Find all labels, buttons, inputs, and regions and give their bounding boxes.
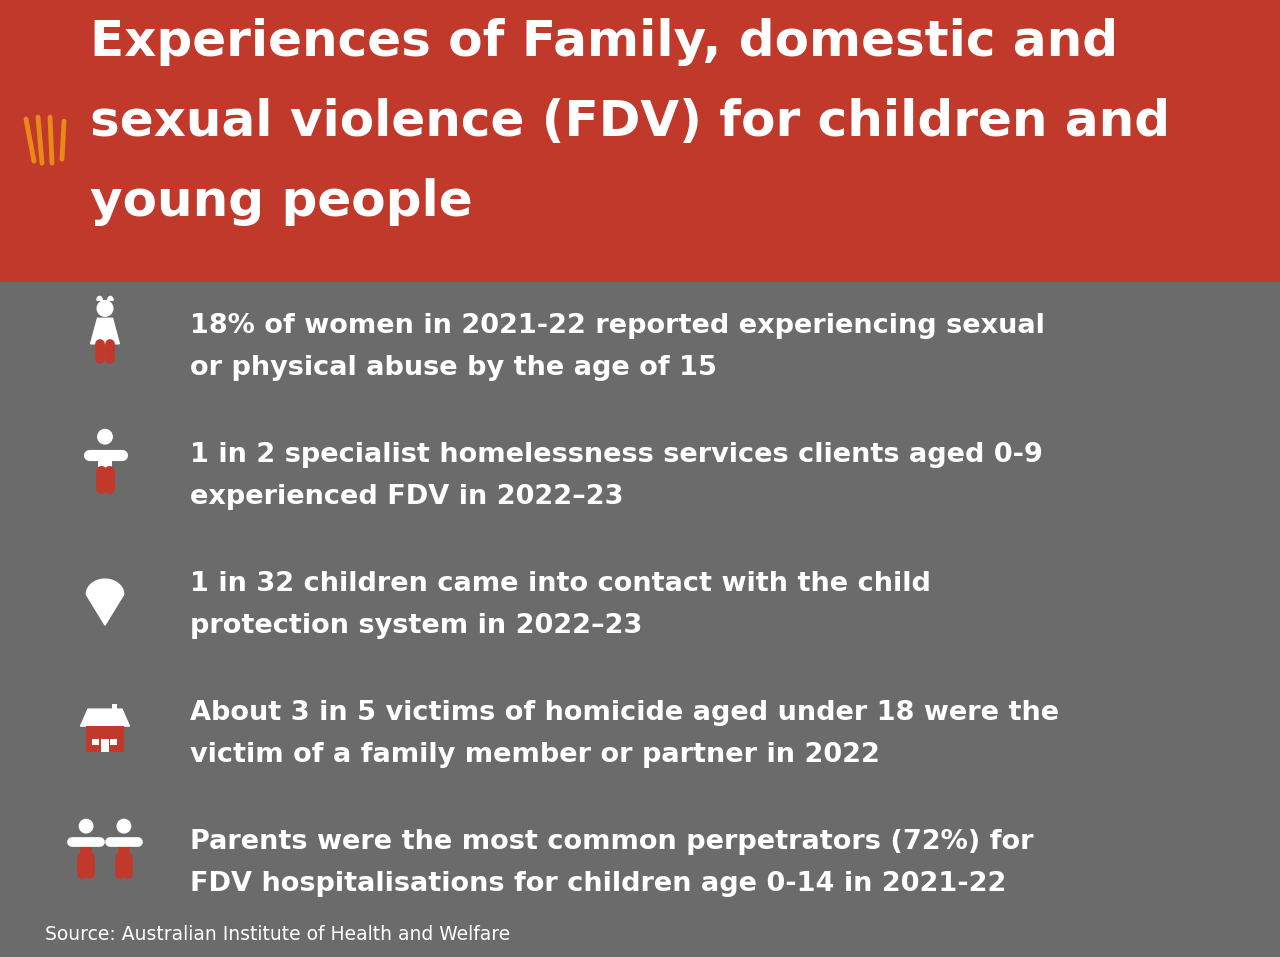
Polygon shape — [81, 709, 129, 726]
FancyBboxPatch shape — [0, 0, 1280, 282]
Polygon shape — [97, 297, 102, 300]
Text: experienced FDV in 2022–23: experienced FDV in 2022–23 — [189, 483, 623, 510]
FancyBboxPatch shape — [86, 725, 124, 752]
Polygon shape — [108, 297, 113, 300]
Circle shape — [97, 300, 113, 316]
Text: 1 in 32 children came into contact with the child: 1 in 32 children came into contact with … — [189, 570, 931, 596]
FancyBboxPatch shape — [79, 839, 92, 858]
Text: or physical abuse by the age of 15: or physical abuse by the age of 15 — [189, 355, 717, 381]
Polygon shape — [86, 579, 124, 625]
Text: About 3 in 5 victims of homicide aged under 18 were the: About 3 in 5 victims of homicide aged un… — [189, 700, 1059, 725]
Text: Parents were the most common perpetrators (72%) for: Parents were the most common perpetrator… — [189, 829, 1033, 855]
Text: sexual violence (FDV) for children and: sexual violence (FDV) for children and — [90, 98, 1170, 146]
Text: victim of a family member or partner in 2022: victim of a family member or partner in … — [189, 742, 879, 768]
Text: 1 in 2 specialist homelessness services clients aged 0-9: 1 in 2 specialist homelessness services … — [189, 442, 1043, 468]
Polygon shape — [91, 319, 119, 344]
Text: young people: young people — [90, 178, 472, 226]
Text: FDV hospitalisations for children age 0-14 in 2021-22: FDV hospitalisations for children age 0-… — [189, 871, 1006, 897]
FancyBboxPatch shape — [118, 839, 131, 858]
Circle shape — [79, 819, 93, 833]
FancyBboxPatch shape — [111, 703, 118, 713]
Text: Source: Australian Institute of Health and Welfare: Source: Australian Institute of Health a… — [45, 925, 511, 944]
Text: protection system in 2022–23: protection system in 2022–23 — [189, 612, 643, 638]
FancyBboxPatch shape — [99, 450, 111, 471]
Circle shape — [97, 430, 113, 444]
FancyBboxPatch shape — [101, 740, 109, 752]
Text: 18% of women in 2021-22 reported experiencing sexual: 18% of women in 2021-22 reported experie… — [189, 313, 1044, 339]
FancyBboxPatch shape — [110, 739, 116, 746]
Circle shape — [118, 819, 131, 833]
FancyBboxPatch shape — [92, 739, 99, 746]
Text: Experiences of Family, domestic and: Experiences of Family, domestic and — [90, 18, 1119, 66]
